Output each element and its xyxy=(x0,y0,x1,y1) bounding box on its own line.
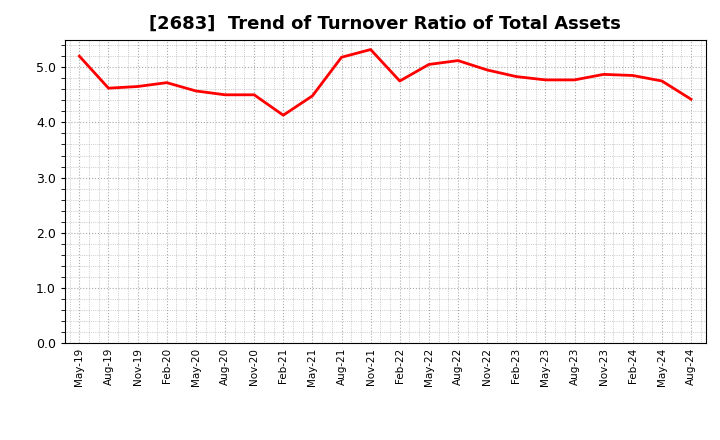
Title: [2683]  Trend of Turnover Ratio of Total Assets: [2683] Trend of Turnover Ratio of Total … xyxy=(149,15,621,33)
